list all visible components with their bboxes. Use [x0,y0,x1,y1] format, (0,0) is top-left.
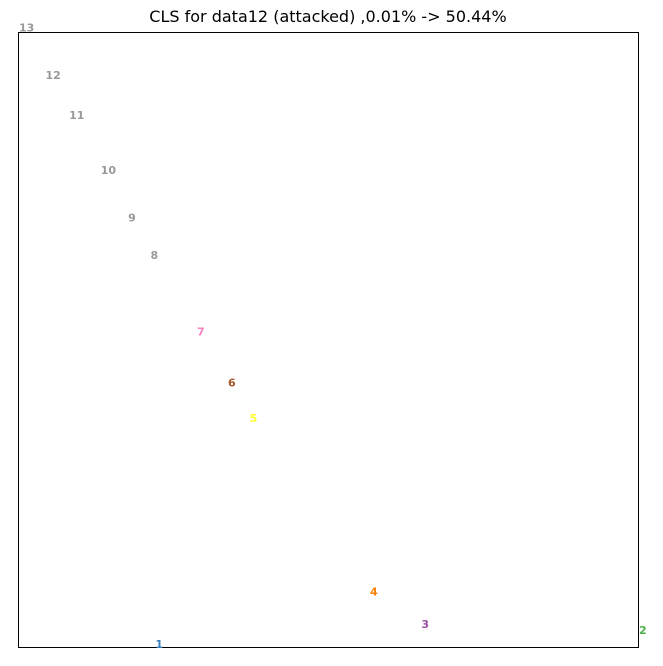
point-label-12: 12 [46,69,61,82]
point-label-9: 9 [128,212,136,225]
chart-title: CLS for data12 (attacked) ,0.01% -> 50.4… [149,7,507,26]
point-label-3: 3 [421,618,429,631]
point-label-7: 7 [197,326,205,339]
point-label-4: 4 [370,586,378,599]
plot-area-frame [18,32,639,648]
point-label-1: 1 [155,638,163,651]
point-label-11: 11 [69,109,84,122]
point-label-5: 5 [250,412,258,425]
point-label-8: 8 [150,249,158,262]
point-label-10: 10 [101,164,117,177]
point-label-2: 2 [639,624,647,637]
point-label-13: 13 [19,22,34,35]
point-label-6: 6 [228,377,236,390]
